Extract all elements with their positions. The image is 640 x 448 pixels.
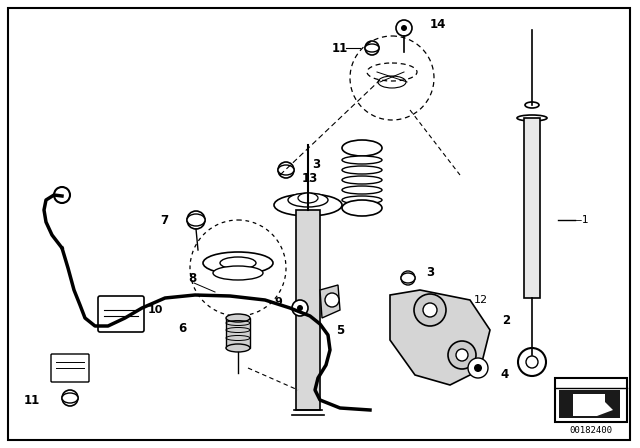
Circle shape xyxy=(448,341,476,369)
Bar xyxy=(226,318,250,348)
Circle shape xyxy=(278,162,294,178)
Circle shape xyxy=(325,293,339,307)
Text: 5: 5 xyxy=(336,323,344,336)
Text: 10: 10 xyxy=(148,305,163,315)
Bar xyxy=(524,118,540,298)
Bar xyxy=(296,210,320,410)
Ellipse shape xyxy=(342,140,382,156)
Ellipse shape xyxy=(226,314,250,322)
Circle shape xyxy=(365,41,379,55)
Ellipse shape xyxy=(525,102,539,108)
Text: 3: 3 xyxy=(426,267,434,280)
Text: 11: 11 xyxy=(24,393,40,406)
Circle shape xyxy=(292,300,308,316)
Ellipse shape xyxy=(62,393,78,403)
Ellipse shape xyxy=(203,252,273,274)
Circle shape xyxy=(423,303,437,317)
Ellipse shape xyxy=(278,165,294,175)
Text: 9: 9 xyxy=(274,297,282,307)
Circle shape xyxy=(396,20,412,36)
Ellipse shape xyxy=(517,115,547,121)
Text: 6: 6 xyxy=(178,322,186,335)
Circle shape xyxy=(62,390,78,406)
Ellipse shape xyxy=(220,257,256,269)
Circle shape xyxy=(526,356,538,368)
Circle shape xyxy=(468,358,488,378)
Ellipse shape xyxy=(401,273,415,283)
Text: 8: 8 xyxy=(188,271,196,284)
Ellipse shape xyxy=(298,193,318,203)
Ellipse shape xyxy=(342,166,382,174)
Ellipse shape xyxy=(342,176,382,184)
Bar xyxy=(555,378,627,422)
Circle shape xyxy=(474,364,482,372)
Text: 11: 11 xyxy=(332,42,348,55)
Ellipse shape xyxy=(213,266,263,280)
Ellipse shape xyxy=(226,344,250,352)
FancyBboxPatch shape xyxy=(51,354,89,382)
Ellipse shape xyxy=(288,193,328,207)
Circle shape xyxy=(187,211,205,229)
Circle shape xyxy=(414,294,446,326)
Polygon shape xyxy=(573,394,613,416)
Circle shape xyxy=(401,25,407,31)
Circle shape xyxy=(456,349,468,361)
Text: 14: 14 xyxy=(430,18,446,31)
Ellipse shape xyxy=(342,196,382,204)
Circle shape xyxy=(297,305,303,311)
FancyBboxPatch shape xyxy=(98,296,144,332)
Text: 13: 13 xyxy=(302,172,318,185)
Circle shape xyxy=(54,187,70,203)
Ellipse shape xyxy=(342,156,382,164)
Polygon shape xyxy=(559,390,620,418)
Ellipse shape xyxy=(365,44,379,52)
Circle shape xyxy=(518,348,546,376)
Ellipse shape xyxy=(342,200,382,216)
Circle shape xyxy=(401,271,415,285)
Ellipse shape xyxy=(342,186,382,194)
Polygon shape xyxy=(320,285,340,318)
Ellipse shape xyxy=(274,194,342,216)
Text: 12: 12 xyxy=(474,295,488,305)
Text: —1: —1 xyxy=(575,215,589,225)
Text: 2: 2 xyxy=(502,314,510,327)
Text: 3: 3 xyxy=(312,159,320,172)
Text: 4: 4 xyxy=(500,369,508,382)
Text: 00182400: 00182400 xyxy=(570,426,612,435)
Text: 7: 7 xyxy=(160,214,168,227)
Ellipse shape xyxy=(187,214,205,226)
Polygon shape xyxy=(390,290,490,385)
